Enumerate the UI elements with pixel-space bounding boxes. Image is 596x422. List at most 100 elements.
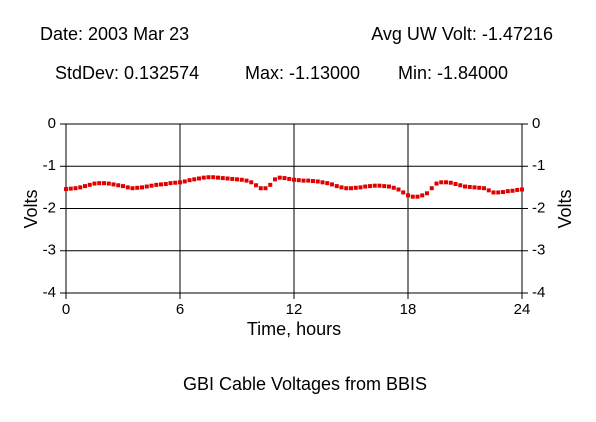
data-point bbox=[505, 189, 510, 194]
chart-title: GBI Cable Voltages from BBIS bbox=[183, 374, 427, 394]
data-point bbox=[144, 184, 149, 189]
data-point bbox=[382, 184, 387, 189]
y2-axis-label: Volts bbox=[555, 189, 575, 228]
data-point bbox=[149, 183, 154, 188]
data-point bbox=[201, 175, 206, 180]
data-point bbox=[491, 190, 496, 195]
data-point bbox=[121, 184, 125, 189]
data-point bbox=[458, 183, 463, 188]
data-point bbox=[211, 175, 216, 180]
data-point bbox=[154, 182, 159, 187]
data-point bbox=[334, 184, 339, 189]
data-point bbox=[182, 179, 187, 184]
data-point bbox=[482, 186, 486, 191]
data-point bbox=[486, 188, 491, 193]
data-point bbox=[187, 178, 192, 183]
data-point bbox=[292, 177, 296, 182]
data-point bbox=[83, 184, 87, 189]
data-point bbox=[78, 185, 83, 190]
data-point bbox=[268, 182, 273, 187]
data-point bbox=[159, 182, 163, 187]
data-point bbox=[520, 187, 524, 192]
data-point bbox=[401, 190, 406, 195]
x-axis-label: Time, hours bbox=[247, 319, 341, 339]
x-tick-label: 24 bbox=[514, 301, 531, 318]
data-point bbox=[163, 181, 168, 186]
y-tick-label: -2 bbox=[43, 199, 56, 216]
data-point bbox=[197, 176, 201, 181]
data-point bbox=[258, 186, 263, 191]
data-point bbox=[396, 187, 401, 192]
data-point bbox=[287, 176, 292, 181]
data-point bbox=[249, 180, 254, 185]
data-point bbox=[439, 180, 444, 185]
data-point bbox=[273, 177, 277, 182]
data-point bbox=[444, 180, 448, 185]
data-point bbox=[116, 183, 121, 188]
data-point bbox=[263, 186, 268, 191]
data-point bbox=[320, 180, 325, 185]
data-point bbox=[92, 181, 97, 186]
data-point bbox=[387, 184, 391, 189]
data-point bbox=[311, 179, 315, 184]
data-point bbox=[192, 177, 197, 182]
max-label: Max: -1.13000 bbox=[245, 63, 360, 83]
data-point bbox=[377, 183, 382, 188]
data-point bbox=[472, 185, 477, 190]
stddev-label: StdDev: 0.132574 bbox=[55, 63, 199, 83]
y-axis-label: Volts bbox=[21, 189, 41, 228]
data-point bbox=[254, 183, 258, 188]
data-point bbox=[477, 185, 482, 190]
data-point bbox=[463, 184, 467, 189]
y2-tick-label: -2 bbox=[532, 199, 545, 216]
avg-label: Avg UW Volt: -1.47216 bbox=[371, 24, 553, 44]
data-point bbox=[178, 180, 182, 185]
data-point bbox=[391, 185, 396, 190]
data-point bbox=[372, 183, 377, 188]
y-tick-label: -3 bbox=[43, 242, 56, 259]
data-point bbox=[225, 176, 230, 181]
data-point bbox=[429, 186, 434, 191]
date-label: Date: 2003 Mar 23 bbox=[40, 24, 189, 44]
data-point bbox=[230, 176, 235, 181]
data-point bbox=[244, 178, 249, 183]
data-point bbox=[501, 190, 505, 195]
data-point bbox=[301, 178, 306, 183]
y-tick-label: -4 bbox=[43, 284, 56, 301]
data-point bbox=[358, 185, 363, 190]
data-point bbox=[102, 181, 106, 186]
data-point bbox=[111, 182, 116, 187]
y2-tick-label: -4 bbox=[532, 284, 545, 301]
data-point bbox=[510, 188, 515, 193]
data-point bbox=[87, 182, 92, 187]
y-tick-label: -1 bbox=[43, 157, 56, 174]
data-point bbox=[235, 177, 239, 182]
y-tick-label: 0 bbox=[48, 115, 56, 132]
data-point bbox=[339, 185, 344, 190]
x-tick-label: 18 bbox=[400, 301, 417, 318]
data-point bbox=[410, 194, 415, 199]
data-point bbox=[315, 179, 320, 184]
data-point bbox=[363, 184, 368, 189]
min-label: Min: -1.84000 bbox=[398, 63, 508, 83]
data-point bbox=[97, 181, 102, 186]
data-point bbox=[420, 193, 425, 198]
data-point bbox=[216, 175, 220, 180]
data-point bbox=[425, 191, 429, 196]
y2-tick-label: 0 bbox=[532, 115, 540, 132]
x-tick-label: 6 bbox=[176, 301, 184, 318]
y2-tick-label: -1 bbox=[532, 157, 545, 174]
data-point bbox=[68, 186, 73, 191]
data-point bbox=[135, 185, 140, 190]
data-point bbox=[353, 185, 358, 190]
data-point bbox=[325, 181, 330, 186]
data-point bbox=[277, 175, 282, 180]
plot-frame bbox=[65, 123, 523, 294]
data-point bbox=[106, 181, 111, 186]
data-point bbox=[344, 186, 349, 191]
data-point bbox=[368, 184, 372, 189]
data-point bbox=[125, 185, 130, 190]
data-point bbox=[173, 180, 178, 185]
